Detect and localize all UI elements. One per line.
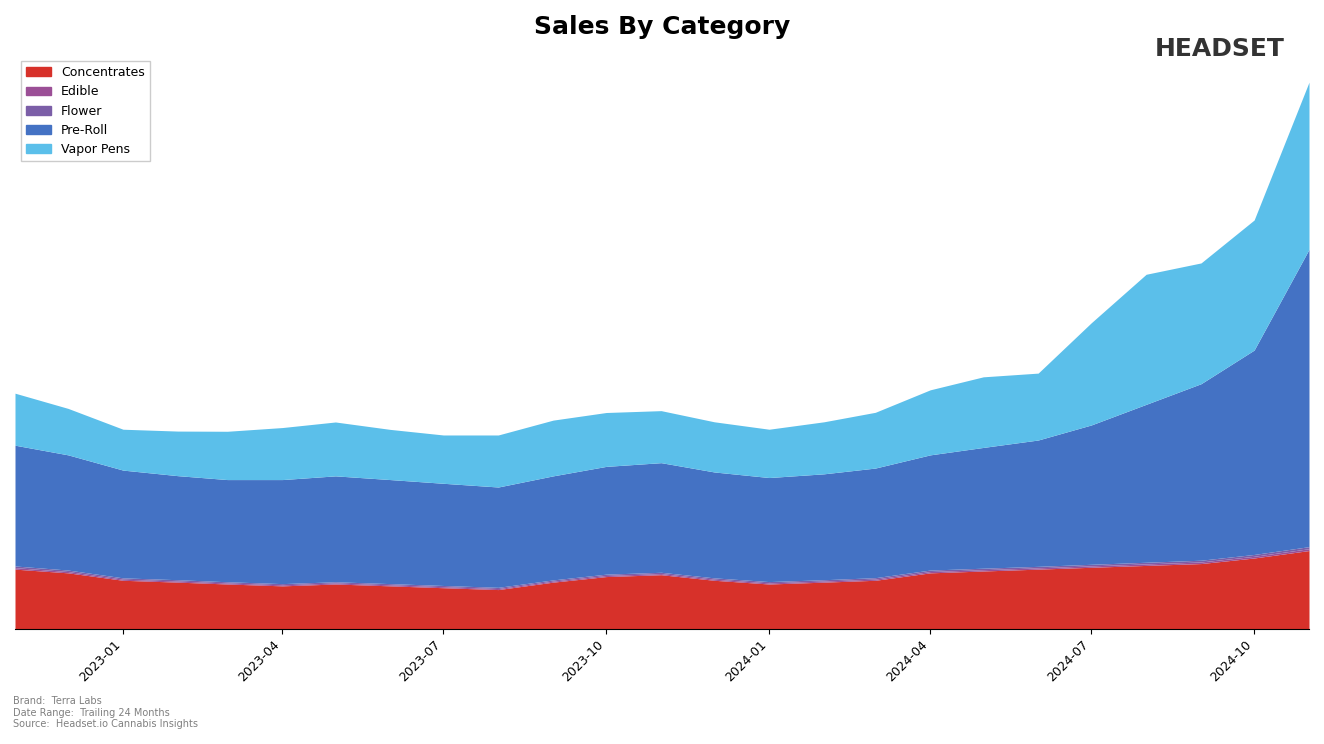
Title: Sales By Category: Sales By Category <box>534 15 790 39</box>
Legend: Concentrates, Edible, Flower, Pre-Roll, Vapor Pens: Concentrates, Edible, Flower, Pre-Roll, … <box>21 61 150 161</box>
Text: Brand:  Terra Labs
Date Range:  Trailing 24 Months
Source:  Headset.io Cannabis : Brand: Terra Labs Date Range: Trailing 2… <box>13 696 199 729</box>
Text: HEADSET: HEADSET <box>1155 37 1284 61</box>
